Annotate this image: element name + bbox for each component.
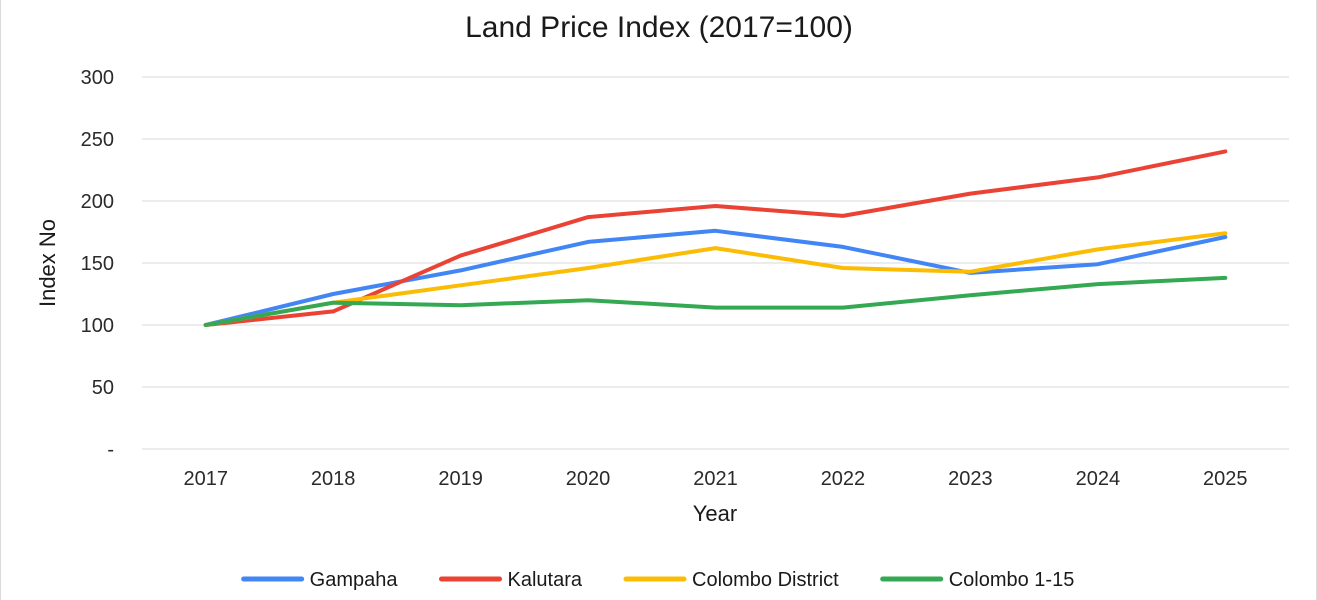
gridlines (142, 76, 1289, 450)
x-tick-label: 2021 (693, 468, 738, 490)
series-line-kalutara (203, 149, 1228, 327)
x-tick-label: 2020 (566, 468, 611, 490)
y-tick-label: 200 (81, 191, 114, 213)
x-tick-label: 2018 (311, 468, 356, 490)
series-lines (203, 149, 1228, 327)
x-tick-label: 2025 (1203, 468, 1248, 490)
x-tick-label: 2023 (948, 468, 993, 490)
y-tick-label: 250 (81, 129, 114, 151)
legend-item: Colombo 1-15 (880, 569, 1075, 591)
series-line-gampaha (203, 228, 1228, 327)
y-tick-label: - (107, 439, 114, 461)
series-line-colombo-district (203, 231, 1228, 327)
x-axis-ticks: 2017 2018 2019 2020 2021 2022 2023 2024 2025 (183, 468, 1247, 490)
y-axis-ticks: - 50 100 150 200 250 300 (81, 67, 114, 461)
legend-label: Colombo 1-15 (949, 569, 1075, 591)
x-tick-label: 2017 (183, 468, 228, 490)
y-tick-label: 100 (81, 315, 114, 337)
legend-label: Gampaha (310, 569, 399, 591)
x-tick-label: 2022 (821, 468, 866, 490)
x-tick-label: 2019 (438, 468, 483, 490)
legend-label: Colombo District (692, 569, 839, 591)
legend-item: Gampaha (241, 569, 399, 591)
legend-item: Colombo District (623, 569, 839, 591)
legend: Gampaha Kalutara Colombo District Colombo 1… (241, 569, 1075, 591)
x-tick-label: 2024 (1076, 468, 1121, 490)
legend-item: Kalutara (439, 569, 583, 591)
y-tick-label: 300 (81, 67, 114, 89)
y-tick-label: 50 (92, 377, 114, 399)
chart-title: Land Price Index (2017=100) (465, 11, 853, 44)
y-tick-label: 150 (81, 253, 114, 275)
y-axis-label: Index No (35, 219, 60, 307)
x-axis-label: Year (693, 501, 737, 526)
series-line-colombo-1-15 (203, 275, 1228, 327)
legend-label: Kalutara (508, 569, 583, 591)
